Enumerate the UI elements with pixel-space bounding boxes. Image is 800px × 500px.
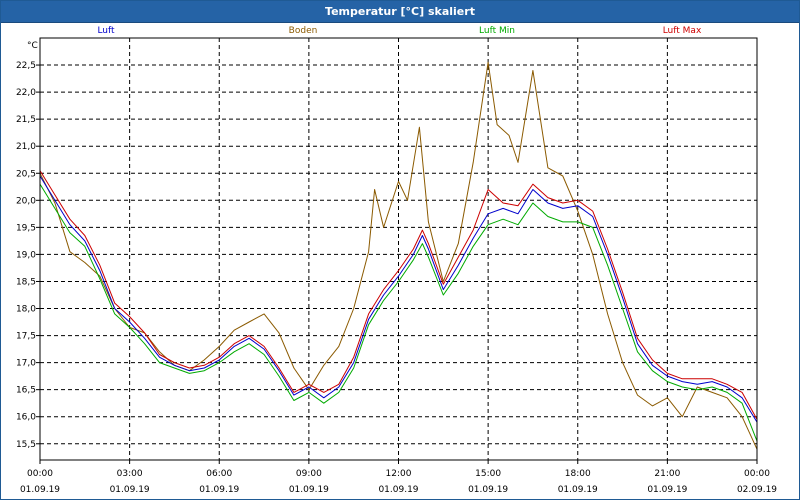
series-line-luft xyxy=(39,175,758,423)
y-tick-label: 19,0 xyxy=(16,250,36,260)
y-tick-label: 17,5 xyxy=(16,332,36,342)
x-tick-time-label: 18:00 xyxy=(565,469,591,479)
title-bar: Temperatur [°C] skaliert xyxy=(1,1,799,23)
y-tick-label: 22,5 xyxy=(16,61,36,71)
legend-entry-luft: Luft xyxy=(97,26,115,36)
legend: Luft Boden Luft Min Luft Max xyxy=(97,26,702,36)
x-tick-time-label: 06:00 xyxy=(206,469,232,479)
y-tick-label: 16,5 xyxy=(16,386,36,396)
grid-lines xyxy=(40,38,757,460)
y-axis-ticks: 15,5 16,0 16,5 17,0 17,5 18,0 18,5 19,0 19,5 20,0… xyxy=(16,61,40,450)
x-tick-time-label: 00:00 xyxy=(27,469,53,479)
y-tick-label: 17,0 xyxy=(16,359,36,369)
y-tick-label: 20,5 xyxy=(16,169,36,179)
y-tick-label: 20,0 xyxy=(16,196,36,206)
x-tick-date-label: 01.09.19 xyxy=(558,485,598,495)
legend-entry-luft-min: Luft Min xyxy=(479,26,515,36)
x-tick-date-label: 01.09.19 xyxy=(647,485,687,495)
y-tick-label: 22,0 xyxy=(16,88,36,98)
x-tick-date-label: 01.09.19 xyxy=(378,485,418,495)
y-tick-label: 18,5 xyxy=(16,277,36,287)
x-tick-date-label: 01.09.19 xyxy=(199,485,239,495)
legend-entry-boden: Boden xyxy=(289,26,318,36)
y-tick-label: 21,5 xyxy=(16,115,36,125)
y-axis-unit-label: °C xyxy=(27,41,38,51)
y-tick-label: 18,0 xyxy=(16,305,36,315)
x-tick-time-label: 12:00 xyxy=(386,469,412,479)
x-tick-date-label: 02.09.19 xyxy=(737,485,777,495)
y-tick-label: 19,5 xyxy=(16,223,36,233)
x-axis-ticks: 00:00 01.09.19 03:00 01.09.19 06:00 01.09.19 0… xyxy=(20,460,777,495)
x-tick-date-label: 01.09.19 xyxy=(468,485,508,495)
y-tick-label: 15,5 xyxy=(16,440,36,450)
y-tick-label: 21,0 xyxy=(16,142,36,152)
series-lines xyxy=(39,61,758,450)
y-tick-label: 16,0 xyxy=(16,413,36,423)
series-line-luft-min xyxy=(39,183,758,442)
x-tick-time-label: 21:00 xyxy=(654,469,680,479)
x-tick-date-label: 01.09.19 xyxy=(289,485,329,495)
x-tick-time-label: 03:00 xyxy=(117,469,143,479)
x-tick-time-label: 15:00 xyxy=(475,469,501,479)
x-tick-time-label: 09:00 xyxy=(296,469,322,479)
x-tick-time-label: 00:00 xyxy=(744,469,770,479)
chart-title: Temperatur [°C] skaliert xyxy=(325,5,475,18)
x-tick-date-label: 01.09.19 xyxy=(20,485,60,495)
legend-entry-luft-max: Luft Max xyxy=(663,26,702,36)
series-line-luft-max xyxy=(39,170,758,420)
x-tick-date-label: 01.09.19 xyxy=(110,485,150,495)
